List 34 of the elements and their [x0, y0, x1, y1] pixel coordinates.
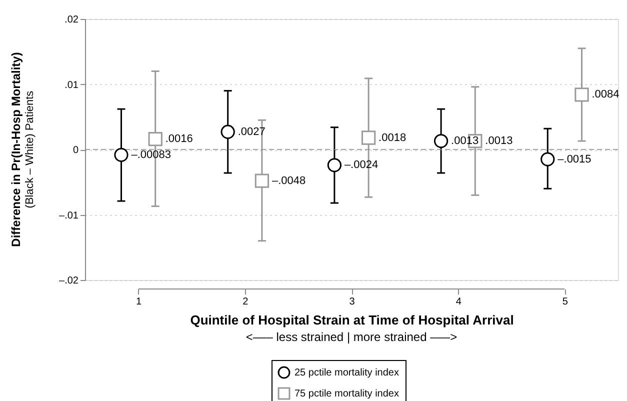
y-axis-title: Difference in Pr(In-Hosp Mortality) (Black – White) Patients [9, 52, 36, 247]
x-tick-label: 5 [562, 296, 568, 308]
y-tick-label: –.02 [59, 276, 79, 286]
point [434, 134, 448, 148]
point [574, 88, 589, 102]
x-tick-label: 2 [242, 296, 249, 308]
data-label: –.00083 [131, 148, 172, 161]
data-label: .0084 [592, 88, 620, 101]
x-tick-label: 4 [456, 296, 462, 308]
data-label: –.0024 [344, 159, 378, 172]
point [148, 132, 162, 146]
point [540, 152, 555, 166]
data-label: .0018 [378, 132, 406, 144]
y-tick-label: –.01 [59, 210, 79, 222]
legend-label: 75 pctile mortality index [294, 388, 399, 400]
data-label: .0016 [165, 133, 193, 146]
y-tick-label: .02 [64, 14, 79, 26]
x-tick-label: 3 [349, 296, 356, 308]
y-tick-label: .01 [64, 80, 79, 91]
data-label: .0013 [451, 135, 479, 148]
x-axis-title: Quintile of Hospital Strain at Time of Hospital Arrival [190, 312, 514, 328]
point [254, 174, 270, 188]
point [220, 124, 235, 139]
x-tick-label: 1 [136, 296, 142, 308]
point [361, 130, 376, 145]
y-tick-label: 0 [72, 145, 79, 156]
data-label: .0013 [485, 135, 513, 148]
data-label: –.0015 [558, 153, 592, 166]
point [327, 158, 342, 172]
data-label: .0027 [238, 126, 266, 138]
point [114, 148, 128, 162]
data-label: –.0048 [272, 174, 306, 187]
legend-label: 25 pctile mortality index [294, 368, 399, 378]
text: <––– less strained | more strained –––> [246, 330, 458, 344]
